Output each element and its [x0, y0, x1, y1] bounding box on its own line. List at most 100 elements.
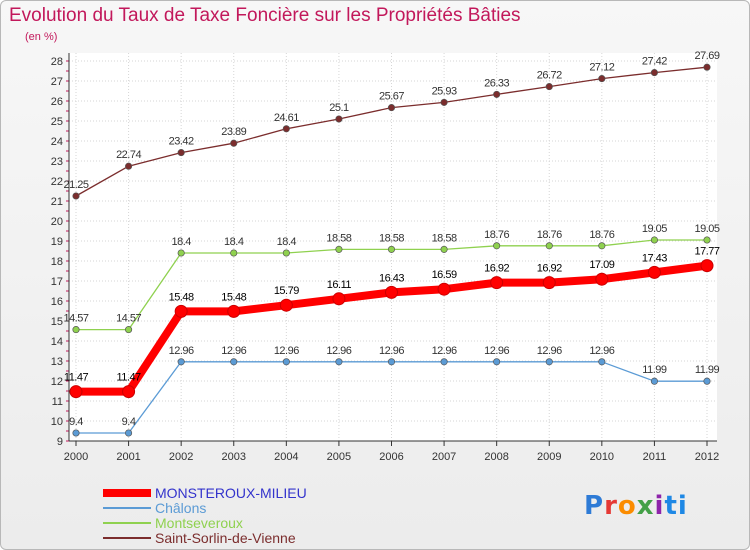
data-label: 12.96: [589, 345, 614, 357]
data-label: 15.48: [221, 291, 246, 303]
data-point: [72, 192, 80, 200]
data-label: 25.93: [432, 85, 457, 97]
x-tick-label: 2012: [695, 451, 719, 463]
data-point: [493, 358, 501, 366]
data-label: 18.58: [379, 232, 404, 244]
y-tick-label: 16: [51, 296, 63, 308]
data-label: 18.4: [224, 236, 244, 248]
data-label: 27.12: [589, 62, 614, 74]
data-point: [332, 292, 346, 306]
x-tick-label: 2001: [116, 451, 140, 463]
x-tick-label: 2003: [222, 451, 246, 463]
data-label: 11.47: [116, 372, 141, 384]
data-label: 12.96: [169, 345, 194, 357]
data-label: 25.1: [329, 102, 349, 114]
data-label: 11.99: [695, 364, 720, 376]
y-tick-label: 24: [51, 136, 63, 148]
data-label: 17.43: [642, 252, 667, 264]
data-label: 11.99: [642, 364, 667, 376]
data-point: [72, 326, 80, 334]
x-tick-label: 2004: [274, 451, 298, 463]
data-label: 26.33: [484, 77, 509, 89]
data-point: [279, 298, 293, 312]
x-tick-label: 2006: [379, 451, 403, 463]
data-label: 9.4: [69, 416, 83, 428]
data-label: 11.47: [64, 372, 89, 384]
y-tick-label: 10: [51, 416, 63, 428]
data-point: [545, 242, 553, 250]
data-point: [545, 358, 553, 366]
y-tick-label: 12: [51, 376, 63, 388]
data-label: 18.58: [326, 232, 351, 244]
data-point: [703, 63, 711, 71]
data-label: 12.96: [432, 345, 457, 357]
data-point: [72, 429, 80, 437]
data-point: [122, 385, 136, 399]
x-tick-label: 2000: [64, 451, 88, 463]
data-point: [387, 104, 396, 112]
data-point: [440, 358, 448, 366]
data-label: 16.92: [484, 263, 509, 275]
data-label: 17.77: [694, 246, 719, 258]
x-tick-label: 2005: [327, 451, 351, 463]
data-label: 25.67: [379, 91, 404, 103]
data-label: 26.72: [537, 70, 562, 82]
data-point: [440, 245, 448, 253]
data-point: [490, 276, 504, 290]
y-tick-label: 15: [51, 316, 63, 328]
data-label: 18.4: [171, 236, 191, 248]
y-tick-label: 25: [51, 116, 63, 128]
data-label: 21.25: [63, 179, 88, 191]
data-label: 15.48: [169, 291, 194, 303]
y-tick-label: 18: [51, 256, 63, 268]
data-label: 16.11: [327, 279, 352, 291]
data-point: [125, 429, 133, 437]
y-tick-label: 13: [51, 356, 63, 368]
legend-label: MONSTEROUX-MILIEU: [155, 485, 307, 501]
data-label: 12.96: [379, 345, 404, 357]
data-label: 22.74: [116, 149, 141, 161]
y-tick-label: 14: [51, 336, 63, 348]
data-label: 12.96: [221, 345, 246, 357]
data-label: 23.89: [221, 126, 246, 138]
x-tick-label: 2002: [169, 451, 193, 463]
y-tick-label: 20: [51, 216, 63, 228]
data-point: [282, 249, 290, 257]
data-point: [703, 236, 711, 244]
data-point: [437, 282, 451, 296]
data-point: [177, 149, 185, 157]
data-point: [230, 358, 238, 366]
data-label: 19.05: [694, 223, 719, 235]
data-label: 18.4: [277, 236, 297, 248]
data-point: [335, 245, 343, 253]
data-point: [125, 162, 133, 170]
data-label: 14.57: [63, 313, 88, 325]
data-label: 18.76: [484, 229, 509, 241]
data-label: 14.57: [116, 313, 141, 325]
data-point: [230, 249, 238, 257]
legend-label: Saint-Sorlin-de-Vienne: [155, 530, 296, 546]
y-tick-label: 27: [51, 76, 63, 88]
data-point: [647, 265, 661, 279]
y-tick-label: 19: [51, 236, 63, 248]
x-tick-label: 2009: [537, 451, 561, 463]
data-point: [230, 139, 238, 147]
data-label: 16.59: [432, 269, 457, 281]
data-label: 17.09: [589, 259, 614, 271]
data-label: 16.92: [537, 263, 562, 275]
x-tick-label: 2011: [643, 451, 667, 463]
chart-title: Evolution du Taux de Taxe Foncière sur l…: [9, 5, 521, 26]
data-point: [598, 242, 606, 250]
data-label: 9.4: [122, 416, 136, 428]
data-label: 27.69: [694, 50, 719, 62]
data-label: 12.96: [484, 345, 509, 357]
data-point: [703, 377, 711, 385]
data-point: [387, 245, 396, 253]
data-point: [335, 358, 343, 366]
data-label: 16.43: [379, 272, 404, 284]
data-point: [69, 385, 83, 399]
data-label: 27.42: [642, 56, 667, 68]
y-tick-label: 11: [52, 396, 63, 408]
data-label: 12.96: [274, 345, 299, 357]
